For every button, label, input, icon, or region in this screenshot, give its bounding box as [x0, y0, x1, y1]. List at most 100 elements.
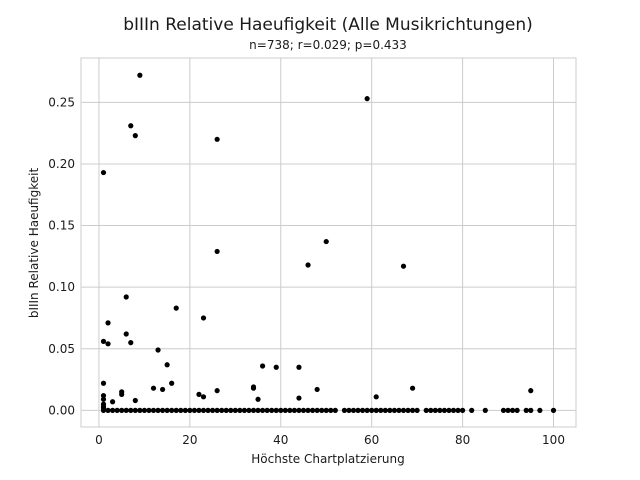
data-point	[241, 407, 248, 413]
data-point	[514, 407, 520, 413]
x-axis-label: Höchste Chartplatzierung	[251, 452, 405, 466]
data-point	[482, 407, 488, 413]
data-point	[137, 72, 143, 78]
data-point	[105, 407, 111, 413]
data-point	[550, 407, 557, 413]
data-point	[450, 407, 457, 413]
data-point	[273, 364, 279, 370]
data-point	[409, 385, 416, 391]
data-point	[150, 407, 157, 413]
data-point	[200, 407, 207, 413]
chart-title: bIIIn Relative Haeufigkeit (Alle Musikri…	[123, 15, 533, 35]
data-point	[291, 407, 298, 413]
data-point	[314, 407, 320, 413]
y-tick-label: 0.25	[48, 95, 75, 109]
data-point	[119, 391, 125, 397]
plot-frame	[80, 57, 577, 428]
data-point	[505, 407, 511, 413]
data-point	[132, 397, 138, 404]
data-point	[305, 262, 311, 268]
data-point	[364, 96, 370, 102]
data-point	[214, 136, 220, 142]
data-point	[109, 407, 116, 413]
data-point	[314, 386, 320, 393]
y-tick-label: 0.05	[48, 342, 75, 356]
data-point	[214, 388, 220, 394]
chart-subtitle: n=738; r=0.029; p=0.433	[249, 38, 407, 52]
data-point	[100, 380, 107, 386]
data-point	[446, 407, 452, 413]
data-point	[296, 395, 302, 401]
data-point	[159, 386, 166, 393]
plot-area: 0 20 40 60 80 100 0.00 0.05 0.10 0.15 0.20 0.25	[48, 57, 577, 447]
data-point	[155, 407, 161, 413]
data-point	[278, 407, 284, 413]
data-point	[528, 388, 534, 394]
data-point	[123, 294, 129, 300]
data-point	[155, 347, 161, 353]
data-point	[378, 407, 384, 413]
data-point	[269, 407, 275, 413]
data-point	[250, 407, 257, 413]
data-point	[382, 407, 388, 413]
data-point	[150, 385, 157, 391]
data-point	[328, 407, 334, 413]
data-point	[323, 407, 329, 413]
data-point	[105, 341, 111, 347]
y-tick-label: 0.00	[48, 403, 75, 417]
data-point	[137, 407, 143, 413]
data-point	[364, 407, 370, 413]
data-point	[346, 407, 352, 413]
data-point	[132, 133, 138, 139]
data-point	[300, 407, 307, 413]
data-point	[109, 399, 116, 405]
data-point	[282, 407, 288, 413]
data-point	[141, 407, 148, 413]
data-point	[159, 407, 166, 413]
data-point	[296, 364, 302, 370]
data-point	[296, 407, 302, 413]
data-point	[323, 238, 329, 245]
data-point	[169, 380, 175, 386]
data-point	[214, 248, 220, 255]
data-point	[255, 407, 261, 413]
data-point	[428, 407, 434, 413]
data-point	[128, 407, 134, 413]
y-tick-label: 0.15	[48, 219, 75, 233]
data-point	[196, 391, 202, 397]
data-point	[523, 407, 529, 413]
data-point	[146, 407, 152, 413]
data-point	[500, 407, 507, 413]
data-point	[509, 407, 516, 413]
data-point	[441, 407, 448, 413]
data-point	[469, 407, 475, 413]
data-point	[400, 407, 407, 413]
data-point	[259, 407, 266, 413]
data-point	[205, 407, 211, 413]
data-point	[319, 407, 325, 413]
data-point	[100, 396, 107, 402]
data-point	[537, 407, 543, 413]
y-tick-label: 0.20	[48, 157, 75, 171]
data-point	[105, 320, 111, 326]
data-point	[119, 407, 125, 413]
x-tick-label: 40	[273, 433, 288, 447]
data-point	[400, 263, 407, 269]
data-point	[387, 407, 393, 413]
data-point	[264, 407, 270, 413]
data-point	[128, 123, 134, 129]
data-point	[187, 407, 193, 413]
data-point	[273, 407, 279, 413]
data-point	[214, 407, 220, 413]
data-point	[173, 407, 179, 413]
data-point	[437, 407, 443, 413]
data-point	[359, 407, 366, 413]
data-point	[100, 169, 107, 176]
data-point	[100, 338, 107, 344]
data-point	[414, 407, 420, 413]
data-point	[528, 407, 534, 413]
x-tick-label: 80	[455, 433, 470, 447]
data-point	[178, 407, 184, 413]
data-point	[259, 363, 266, 369]
